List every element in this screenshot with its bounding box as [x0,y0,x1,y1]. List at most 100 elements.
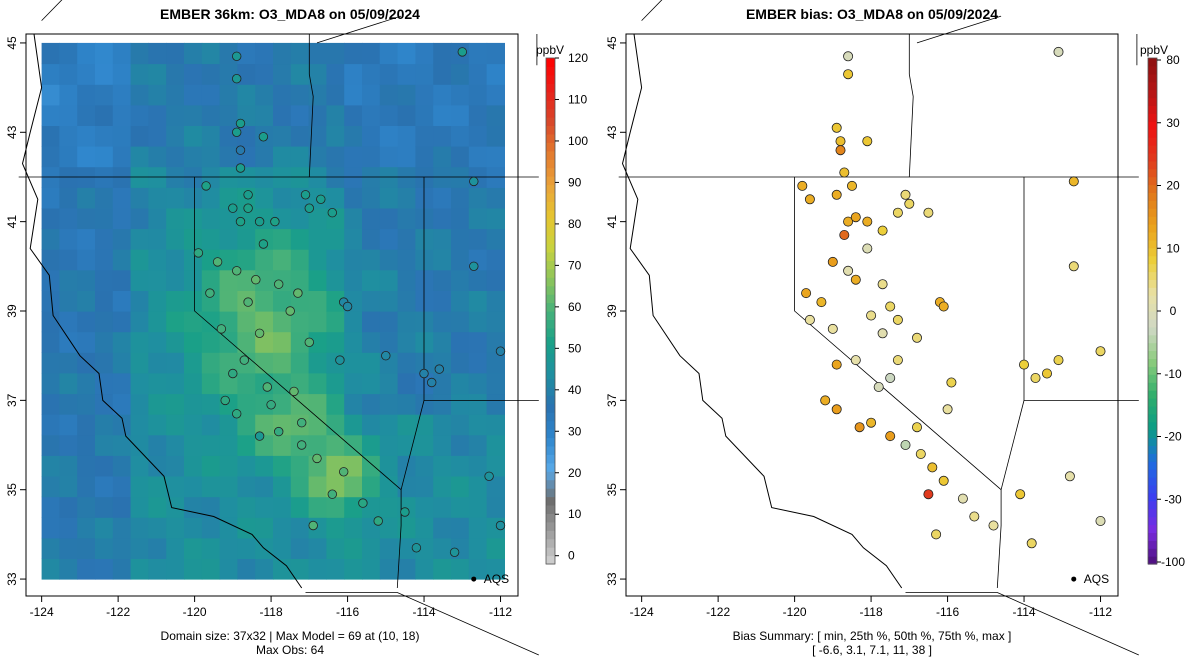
model-grid-cell [112,187,132,209]
model-grid-cell [41,455,60,477]
model-grid-cell [77,393,96,415]
colorbar-segment [1148,405,1157,415]
model-grid-cell [201,84,221,106]
colorbar-segment [1148,58,1157,67]
model-grid-cell [397,84,416,106]
bias-site [1095,516,1106,527]
model-grid-cell [59,517,78,539]
model-grid-cell [379,414,399,436]
y-tick-label: 35 [605,483,619,497]
model-grid-cell [344,207,363,230]
x-tick-label: -116 [336,605,359,619]
model-grid-cell [486,269,505,291]
model-grid-cell [308,414,327,436]
model-grid-cell [397,311,416,333]
model-grid-cell [344,372,363,395]
colorbar-segment [546,370,555,379]
model-grid-cell [379,311,399,333]
colorbar-segment [1148,469,1157,478]
model-grid-cell [397,537,416,559]
model-grid-cell [219,187,238,209]
bias-site [831,404,842,415]
model-grid-cell [468,414,488,436]
model-grid-cell [468,434,488,456]
bias-site [877,225,888,236]
model-grid-cell [237,434,256,456]
colorbar-segment [1148,121,1157,130]
model-grid-cell [112,393,132,415]
obs-site [239,355,250,365]
bias-site [969,511,980,522]
model-grid-cell [148,104,167,126]
model-grid-cell [326,537,345,559]
colorbar-segment [1148,176,1157,186]
model-grid-cell [415,187,434,209]
model-grid-cell [112,42,132,65]
bias-site [862,243,873,254]
model-grid-cell [77,537,96,559]
state-border [1000,177,1025,490]
model-grid-cell [148,207,167,230]
model-grid-cell [59,187,78,209]
model-grid-cell [397,249,416,271]
model-grid-cell [41,84,60,106]
model-grid-cell [397,104,416,126]
bias-site [885,301,896,312]
model-grid-cell [362,228,381,250]
y-tick-label: 37 [5,393,19,407]
model-grid-cell [451,187,470,209]
model-grid-cell [112,537,132,559]
model-grid-cell [112,476,132,498]
colorbar-right: 80 30 20 10 0 -10 -20 -30 -100 [1147,53,1185,569]
colorbar-segment [1148,461,1157,470]
model-grid-cell [379,125,399,147]
model-grid-cell [415,434,434,456]
bias-site [831,359,842,370]
model-grid-cell [468,537,488,559]
model-grid-cell [326,228,345,250]
bias-site [1053,355,1064,366]
obs-site [312,453,322,464]
colorbar-segment [1148,184,1157,193]
model-grid-cell [59,269,78,291]
model-grid-cell [112,290,132,312]
model-grid-cell [344,63,363,85]
colorbar-segment [546,243,555,253]
model-grid-cell [326,393,345,415]
bias-site [843,69,854,80]
colorbar-tick-label: 0 [1170,304,1177,318]
model-grid-cell [433,558,452,580]
obs-site [205,288,215,298]
bias-site [892,207,903,218]
colorbar-segment [1148,334,1157,344]
model-grid-cell [184,42,203,65]
model-grid-cell [112,331,132,353]
model-grid-cell [41,207,60,230]
model-grid-cell [219,414,238,436]
model-grid-cell [344,228,363,250]
model-grid-cell [237,517,256,539]
model-grid-cell [130,207,149,230]
model-grid-cell [290,496,310,518]
model-grid-cell [415,290,434,312]
colorbar-segment [546,530,555,540]
model-grid-cell [59,146,78,168]
y-tick-label: 33 [5,572,19,586]
model-grid-cell [433,125,452,147]
colorbar-segment [1148,484,1157,494]
model-grid-cell [77,290,96,312]
model-grid-cell [184,393,203,415]
colorbar-segment [546,159,555,169]
obs-site [339,467,349,477]
model-grid-cell [95,517,114,539]
model-grid-cell [148,496,167,518]
model-grid-cell [451,352,470,374]
bias-site [938,301,949,312]
model-grid-cell [326,414,345,436]
colorbar-segment [1148,224,1157,233]
model-grid-cell [184,331,203,353]
obs-site [235,118,246,129]
model-grid-cell [95,311,114,333]
bias-site [938,475,949,486]
model-grid-cell [219,84,238,106]
